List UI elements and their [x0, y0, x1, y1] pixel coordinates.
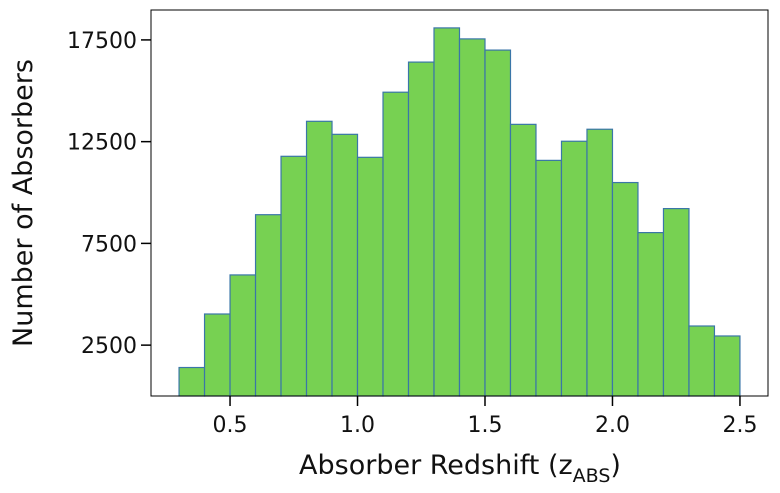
x-tick-label: 1.0 — [340, 413, 375, 438]
bar — [637, 232, 665, 397]
bar — [509, 123, 537, 397]
bar — [203, 313, 231, 397]
bar — [560, 140, 588, 397]
bar — [229, 274, 257, 397]
x-tick-label: 1.5 — [467, 413, 502, 438]
plot-frame — [150, 9, 769, 397]
bar — [433, 27, 461, 397]
bar — [331, 133, 359, 397]
bar — [280, 155, 308, 397]
bar — [458, 38, 486, 397]
x-tick-label: 2.0 — [595, 413, 630, 438]
bar — [535, 159, 563, 397]
bar — [611, 181, 639, 397]
y-tick-label: 7500 — [81, 232, 137, 257]
x-label-sub: ABS — [573, 465, 611, 487]
bar — [713, 335, 741, 397]
y-axis-label: Number of Absorbers — [8, 59, 39, 347]
y-tick-label: 12500 — [67, 131, 137, 156]
bar — [305, 120, 333, 397]
x-axis-label: Absorber Redshift (zABS) — [299, 450, 621, 487]
x-label-main: Absorber Redshift (z — [299, 450, 573, 481]
x-label-close: ) — [610, 450, 621, 481]
bar — [662, 207, 690, 397]
bar — [407, 61, 435, 397]
y-tick-label: 17500 — [67, 29, 137, 54]
bar — [382, 91, 410, 397]
y-tick-label: 2500 — [81, 334, 137, 359]
x-tick-label: 2.5 — [722, 413, 757, 438]
bar — [356, 156, 384, 397]
bar — [586, 128, 614, 397]
bar — [178, 366, 206, 397]
bar — [688, 325, 716, 397]
bar — [484, 49, 512, 397]
x-tick-label: 0.5 — [213, 413, 248, 438]
bar — [254, 214, 282, 397]
